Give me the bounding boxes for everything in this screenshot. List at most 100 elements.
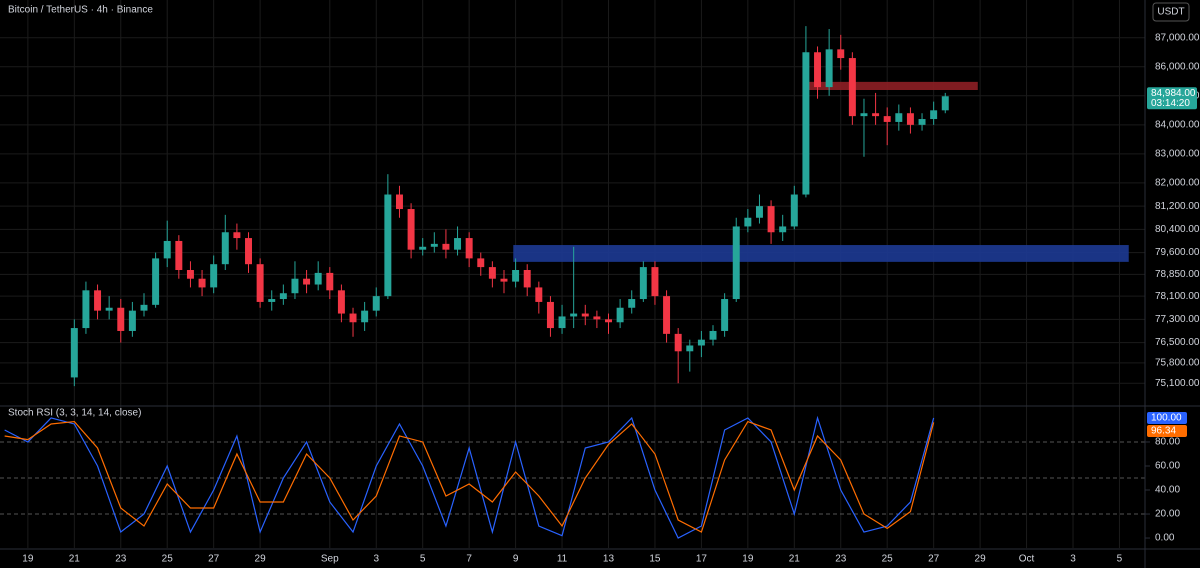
candle-body xyxy=(767,206,775,233)
candle-body xyxy=(326,272,334,291)
price-zone xyxy=(513,245,1129,262)
candle-body xyxy=(941,96,949,111)
candle-body xyxy=(488,267,496,279)
candle-body xyxy=(454,238,462,250)
time-tick-label: 27 xyxy=(208,554,220,565)
indicator-title: Stoch RSI (3, 3, 14, 14, close) xyxy=(8,408,141,419)
candle-body xyxy=(732,226,740,300)
last-value-label: 96.34 xyxy=(1151,426,1176,437)
candle-body xyxy=(442,243,450,250)
price-tick-label: 86,000.00 xyxy=(1155,61,1200,72)
indicator-tick-label: 0.00 xyxy=(1155,533,1175,544)
symbol-title: Bitcoin / TetherUS · 4h · Binance xyxy=(8,5,153,16)
time-tick-label: 29 xyxy=(255,554,267,565)
time-tick-label: 21 xyxy=(789,554,801,565)
candle-body xyxy=(152,258,160,305)
price-tick-label: 76,500.00 xyxy=(1155,337,1200,348)
time-tick-label: 7 xyxy=(466,554,472,565)
last-value-tag xyxy=(1147,424,1187,437)
countdown-label: 03:14:20 xyxy=(1151,98,1190,109)
currency-button-label[interactable]: USDT xyxy=(1157,7,1184,18)
candle-body xyxy=(279,293,287,300)
candle-body xyxy=(105,307,113,311)
time-tick-label: 25 xyxy=(882,554,894,565)
candle-body xyxy=(546,301,554,329)
candle-body xyxy=(372,296,380,311)
time-tick-label: 27 xyxy=(928,554,940,565)
candle-body xyxy=(755,206,763,218)
price-tick-label: 80,400.00 xyxy=(1155,224,1200,235)
price-tick-label: 75,100.00 xyxy=(1155,378,1200,389)
candle-body xyxy=(337,290,345,314)
price-tick-label: 81,200.00 xyxy=(1155,201,1200,212)
candle-body xyxy=(361,310,369,323)
candle-body xyxy=(430,243,438,247)
candle-body xyxy=(512,270,520,282)
candle-body xyxy=(628,299,636,308)
indicator-tick-label: 80.00 xyxy=(1155,437,1180,448)
candle-body xyxy=(349,313,357,323)
candle-body xyxy=(779,226,787,233)
candle-body xyxy=(883,116,891,122)
time-tick-label: Sep xyxy=(321,554,339,565)
candle-body xyxy=(314,272,322,285)
candle-body xyxy=(686,345,694,352)
indicator-tick-label: 60.00 xyxy=(1155,461,1180,472)
candle-body xyxy=(70,328,78,378)
last-price-tag xyxy=(1147,87,1197,110)
candle-body xyxy=(709,330,717,340)
time-tick-label: 23 xyxy=(835,554,847,565)
candle-body xyxy=(906,113,914,125)
candle-body xyxy=(837,49,845,59)
candle-body xyxy=(697,339,705,346)
time-tick-label: 25 xyxy=(162,554,174,565)
candle-body xyxy=(82,290,90,329)
candle-body xyxy=(407,209,415,250)
candle-body xyxy=(663,296,671,334)
currency-button[interactable] xyxy=(1152,2,1190,22)
time-tick-label: 13 xyxy=(603,554,615,565)
time-tick-label: 5 xyxy=(1117,554,1123,565)
time-tick-label: 23 xyxy=(115,554,127,565)
candle-body xyxy=(895,113,903,122)
candle-body xyxy=(639,267,647,300)
candle-body xyxy=(825,49,833,88)
last-value-tag xyxy=(1147,411,1187,424)
time-tick-label: 29 xyxy=(975,554,987,565)
candle-body xyxy=(175,240,183,270)
candle-body xyxy=(140,304,148,311)
candle-body xyxy=(918,119,926,125)
candle-body xyxy=(291,278,299,294)
indicator-tick-label: 20.00 xyxy=(1155,509,1180,520)
candle-body xyxy=(198,278,206,288)
time-tick-label: 3 xyxy=(1070,554,1076,565)
candle-body xyxy=(163,240,171,259)
candle-body xyxy=(674,333,682,352)
candle-body xyxy=(221,232,229,265)
time-tick-label: 19 xyxy=(742,554,754,565)
candle-body xyxy=(535,287,543,302)
candle-body xyxy=(128,310,136,331)
price-tick-label: 78,100.00 xyxy=(1155,291,1200,302)
candle-body xyxy=(500,278,508,282)
price-tick-label: 83,000.00 xyxy=(1155,149,1200,160)
price-tick-label: 79,600.00 xyxy=(1155,247,1200,258)
time-tick-label: 9 xyxy=(513,554,519,565)
candle-body xyxy=(581,313,589,317)
grid xyxy=(0,0,1145,548)
candle-body xyxy=(814,52,822,88)
candle-body xyxy=(558,316,566,329)
price-tick-label: 82,000.00 xyxy=(1155,178,1200,189)
candle-body xyxy=(94,290,102,311)
candle-body xyxy=(477,258,485,268)
price-tick-label: 77,300.00 xyxy=(1155,314,1200,325)
candle-body xyxy=(233,232,241,239)
candle-body xyxy=(848,58,856,117)
last-value-label: 100.00 xyxy=(1151,413,1182,424)
time-tick-label: 15 xyxy=(649,554,661,565)
candle-body xyxy=(303,278,311,285)
marks xyxy=(4,26,1129,539)
time-tick-label: 17 xyxy=(696,554,708,565)
time-tick-label: 3 xyxy=(373,554,379,565)
